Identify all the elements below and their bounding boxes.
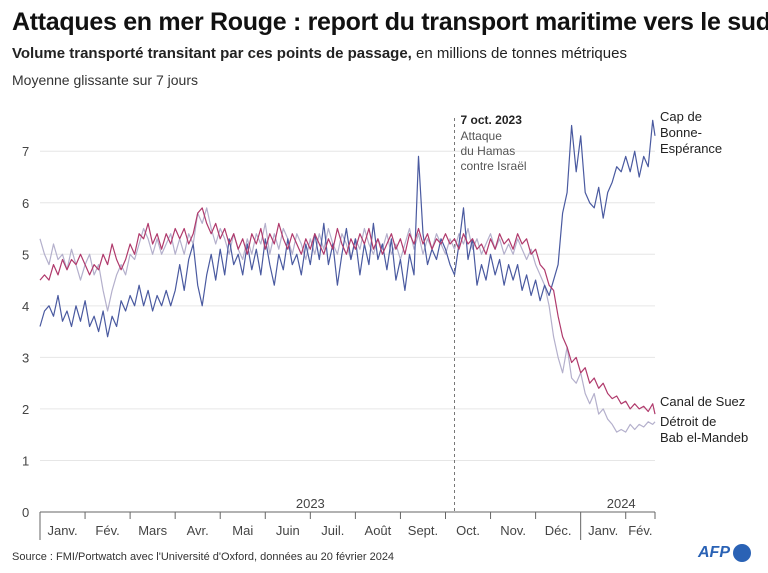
series-label: Bab el-Mandeb	[660, 430, 748, 445]
source-note: Source : FMI/Portwatch avec l'Université…	[12, 551, 395, 563]
series-line	[39, 207, 656, 433]
series-label: Cap de	[660, 109, 702, 124]
y-tick-label: 0	[22, 505, 29, 520]
x-tick-label: Janv.	[588, 523, 618, 538]
x-tick-label: Fév.	[628, 523, 652, 538]
x-tick-label: Août	[365, 523, 392, 538]
chart-subtitle: Volume transporté transitant par ces poi…	[12, 45, 627, 62]
series-label: Canal de Suez	[660, 394, 745, 409]
y-tick-label: 1	[22, 453, 29, 468]
x-tick-label: Nov.	[500, 523, 526, 538]
y-tick-label: 6	[22, 196, 29, 211]
afp-logo: AFP	[698, 544, 751, 562]
annotation-text: du Hamas	[461, 144, 516, 158]
x-tick-label: Fév.	[95, 523, 119, 538]
x-tick-label: Avr.	[187, 523, 209, 538]
x-tick-label: Juin	[276, 523, 300, 538]
logo-dot-icon	[733, 544, 751, 562]
series-line	[39, 207, 656, 415]
y-tick-label: 4	[22, 299, 29, 314]
annotation-title: 7 oct. 2023	[461, 113, 523, 127]
annotation-text: Attaque	[461, 129, 503, 143]
y-tick-label: 5	[22, 247, 29, 262]
subtitle-units: en millions de tonnes métriques	[411, 45, 627, 62]
logo-text: AFP	[698, 544, 730, 561]
x-tick-label: Janv.	[47, 523, 77, 538]
year-label: 2023	[296, 496, 325, 511]
annotation-text: contre Israël	[461, 159, 527, 173]
y-tick-label: 2	[22, 402, 29, 417]
series-label: Bonne-	[660, 125, 702, 140]
subtitle-bold: Volume transporté transitant par ces poi…	[12, 45, 412, 62]
series-label: Détroit de	[660, 414, 716, 429]
series-label: Espérance	[660, 141, 722, 156]
y-tick-label: 7	[22, 144, 29, 159]
series-line	[39, 119, 656, 338]
x-tick-label: Oct.	[456, 523, 480, 538]
x-tick-label: Mars	[138, 523, 167, 538]
x-tick-label: Mai	[232, 523, 253, 538]
chart-title: Attaques en mer Rouge : report du transp…	[12, 8, 768, 36]
y-tick-label: 3	[22, 350, 29, 365]
x-tick-label: Sept.	[408, 523, 438, 538]
chart-note: Moyenne glissante sur 7 jours	[12, 72, 198, 88]
year-label: 2024	[607, 496, 636, 511]
x-tick-label: Juil.	[321, 523, 344, 538]
x-tick-label: Déc.	[545, 523, 572, 538]
